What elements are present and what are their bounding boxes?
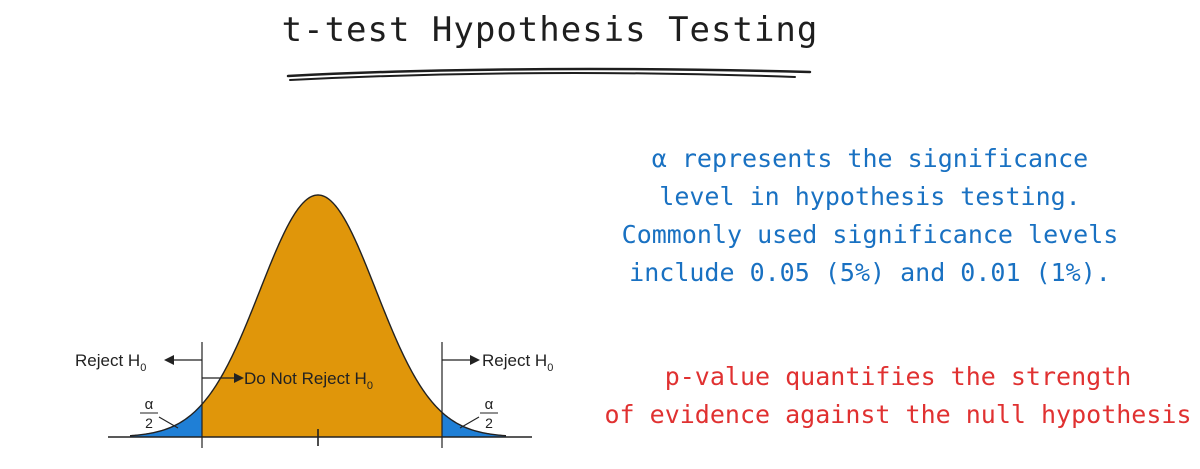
alpha-explanation-note: α represents the significance level in h… [610, 140, 1130, 292]
p-value-note-line: of evidence against the null hypothesis [604, 400, 1192, 429]
p-value-note-line: p-value quantifies the strength [664, 362, 1132, 391]
left-reject-arrowhead [164, 355, 174, 365]
title-underline [286, 67, 812, 81]
right-reject-arrowhead [470, 355, 480, 365]
reject-right-label: Reject H0 [482, 351, 553, 374]
alpha-note-line: Commonly used significance levels [621, 220, 1119, 249]
alpha-note-line: α represents the significance [651, 144, 1089, 173]
alpha-left-numerator: α [145, 396, 154, 413]
alpha-note-line: level in hypothesis testing. [659, 182, 1081, 211]
do-not-reject-arrowhead [234, 373, 244, 383]
bell-curve-outline [129, 194, 507, 437]
alpha-note-line: include 0.05 (5%) and 0.01 (1%). [629, 258, 1111, 287]
alpha-right-numerator: α [485, 396, 494, 413]
alpha-right-pointer [459, 416, 480, 429]
diagram-title: t-test Hypothesis Testing [281, 10, 819, 50]
do-not-reject-region [202, 195, 442, 437]
left-rejection-tail [130, 404, 202, 437]
alpha-left-denominator: 2 [145, 415, 153, 431]
alpha-right-denominator: 2 [485, 415, 493, 431]
do-not-reject-label: Do Not Reject H0 [244, 369, 373, 392]
bell-curve-chart: Reject H0 Reject H0 Do Not Reject H0 α 2… [75, 194, 553, 448]
alpha-left-pointer [158, 416, 179, 429]
reject-left-label: Reject H0 [75, 351, 146, 374]
p-value-explanation-note: p-value quantifies the strength of evide… [598, 358, 1198, 434]
right-rejection-tail [442, 412, 506, 437]
